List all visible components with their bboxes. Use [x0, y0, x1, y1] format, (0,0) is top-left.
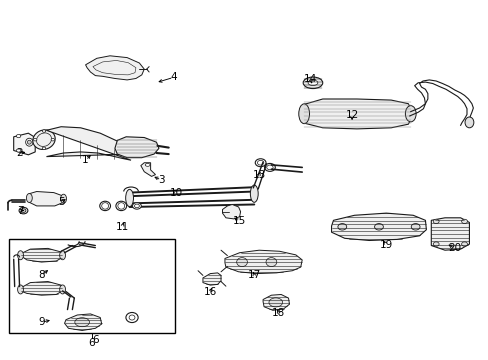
Ellipse shape	[298, 104, 309, 123]
Ellipse shape	[337, 224, 346, 230]
Ellipse shape	[33, 139, 37, 141]
Ellipse shape	[145, 163, 150, 166]
Ellipse shape	[461, 219, 467, 224]
Ellipse shape	[18, 251, 23, 260]
Ellipse shape	[405, 106, 415, 122]
Ellipse shape	[100, 201, 110, 211]
Text: 10: 10	[169, 188, 182, 198]
Ellipse shape	[42, 130, 45, 132]
Polygon shape	[302, 99, 410, 129]
Text: 1: 1	[82, 155, 89, 165]
Ellipse shape	[464, 117, 473, 128]
Ellipse shape	[432, 219, 438, 224]
Ellipse shape	[255, 159, 265, 167]
Polygon shape	[430, 218, 468, 250]
Text: 6: 6	[92, 335, 99, 345]
Text: 3: 3	[158, 175, 164, 185]
Text: 2: 2	[16, 148, 23, 158]
Polygon shape	[203, 273, 221, 285]
Ellipse shape	[132, 203, 141, 209]
Ellipse shape	[27, 140, 31, 144]
Polygon shape	[141, 163, 155, 176]
Text: 19: 19	[379, 240, 392, 250]
Ellipse shape	[125, 189, 133, 207]
Ellipse shape	[75, 318, 89, 327]
Ellipse shape	[374, 224, 383, 230]
Ellipse shape	[265, 258, 276, 266]
Text: 12: 12	[345, 110, 358, 120]
Text: 8: 8	[38, 270, 45, 280]
Text: 11: 11	[115, 222, 129, 232]
Bar	[9, 239, 175, 333]
Polygon shape	[64, 314, 102, 330]
Ellipse shape	[250, 185, 258, 202]
Ellipse shape	[61, 194, 66, 203]
Text: 14: 14	[303, 74, 317, 84]
Text: 15: 15	[232, 216, 246, 226]
Ellipse shape	[60, 251, 65, 260]
Polygon shape	[29, 192, 63, 206]
Text: 9: 9	[38, 317, 45, 327]
Text: 6: 6	[88, 338, 95, 348]
Polygon shape	[46, 127, 131, 160]
Ellipse shape	[17, 149, 20, 152]
Ellipse shape	[461, 242, 467, 246]
Polygon shape	[20, 282, 62, 295]
Ellipse shape	[264, 163, 275, 171]
Ellipse shape	[17, 134, 20, 138]
Text: 16: 16	[203, 287, 217, 297]
Ellipse shape	[126, 312, 138, 323]
Polygon shape	[224, 250, 302, 274]
Polygon shape	[115, 137, 159, 158]
Ellipse shape	[18, 285, 23, 294]
Polygon shape	[85, 56, 144, 80]
Ellipse shape	[51, 139, 54, 141]
Ellipse shape	[21, 209, 26, 212]
Ellipse shape	[19, 207, 28, 214]
Ellipse shape	[25, 138, 33, 146]
Polygon shape	[14, 133, 35, 155]
Polygon shape	[20, 248, 62, 262]
Text: 20: 20	[447, 243, 460, 253]
Ellipse shape	[303, 77, 322, 89]
Polygon shape	[331, 213, 426, 240]
Ellipse shape	[42, 147, 45, 150]
Ellipse shape	[307, 80, 317, 85]
Ellipse shape	[26, 194, 32, 202]
Text: 7: 7	[17, 206, 24, 216]
Text: 13: 13	[252, 170, 265, 180]
Text: 4: 4	[170, 72, 177, 82]
Ellipse shape	[432, 242, 438, 246]
Ellipse shape	[33, 130, 55, 149]
Ellipse shape	[60, 285, 65, 294]
Text: 17: 17	[247, 270, 261, 280]
Ellipse shape	[116, 201, 126, 211]
Ellipse shape	[410, 224, 419, 230]
Polygon shape	[263, 294, 289, 310]
Ellipse shape	[268, 298, 282, 307]
Polygon shape	[222, 204, 240, 219]
Text: 18: 18	[271, 308, 285, 318]
Ellipse shape	[236, 258, 247, 266]
Text: 5: 5	[58, 197, 64, 207]
